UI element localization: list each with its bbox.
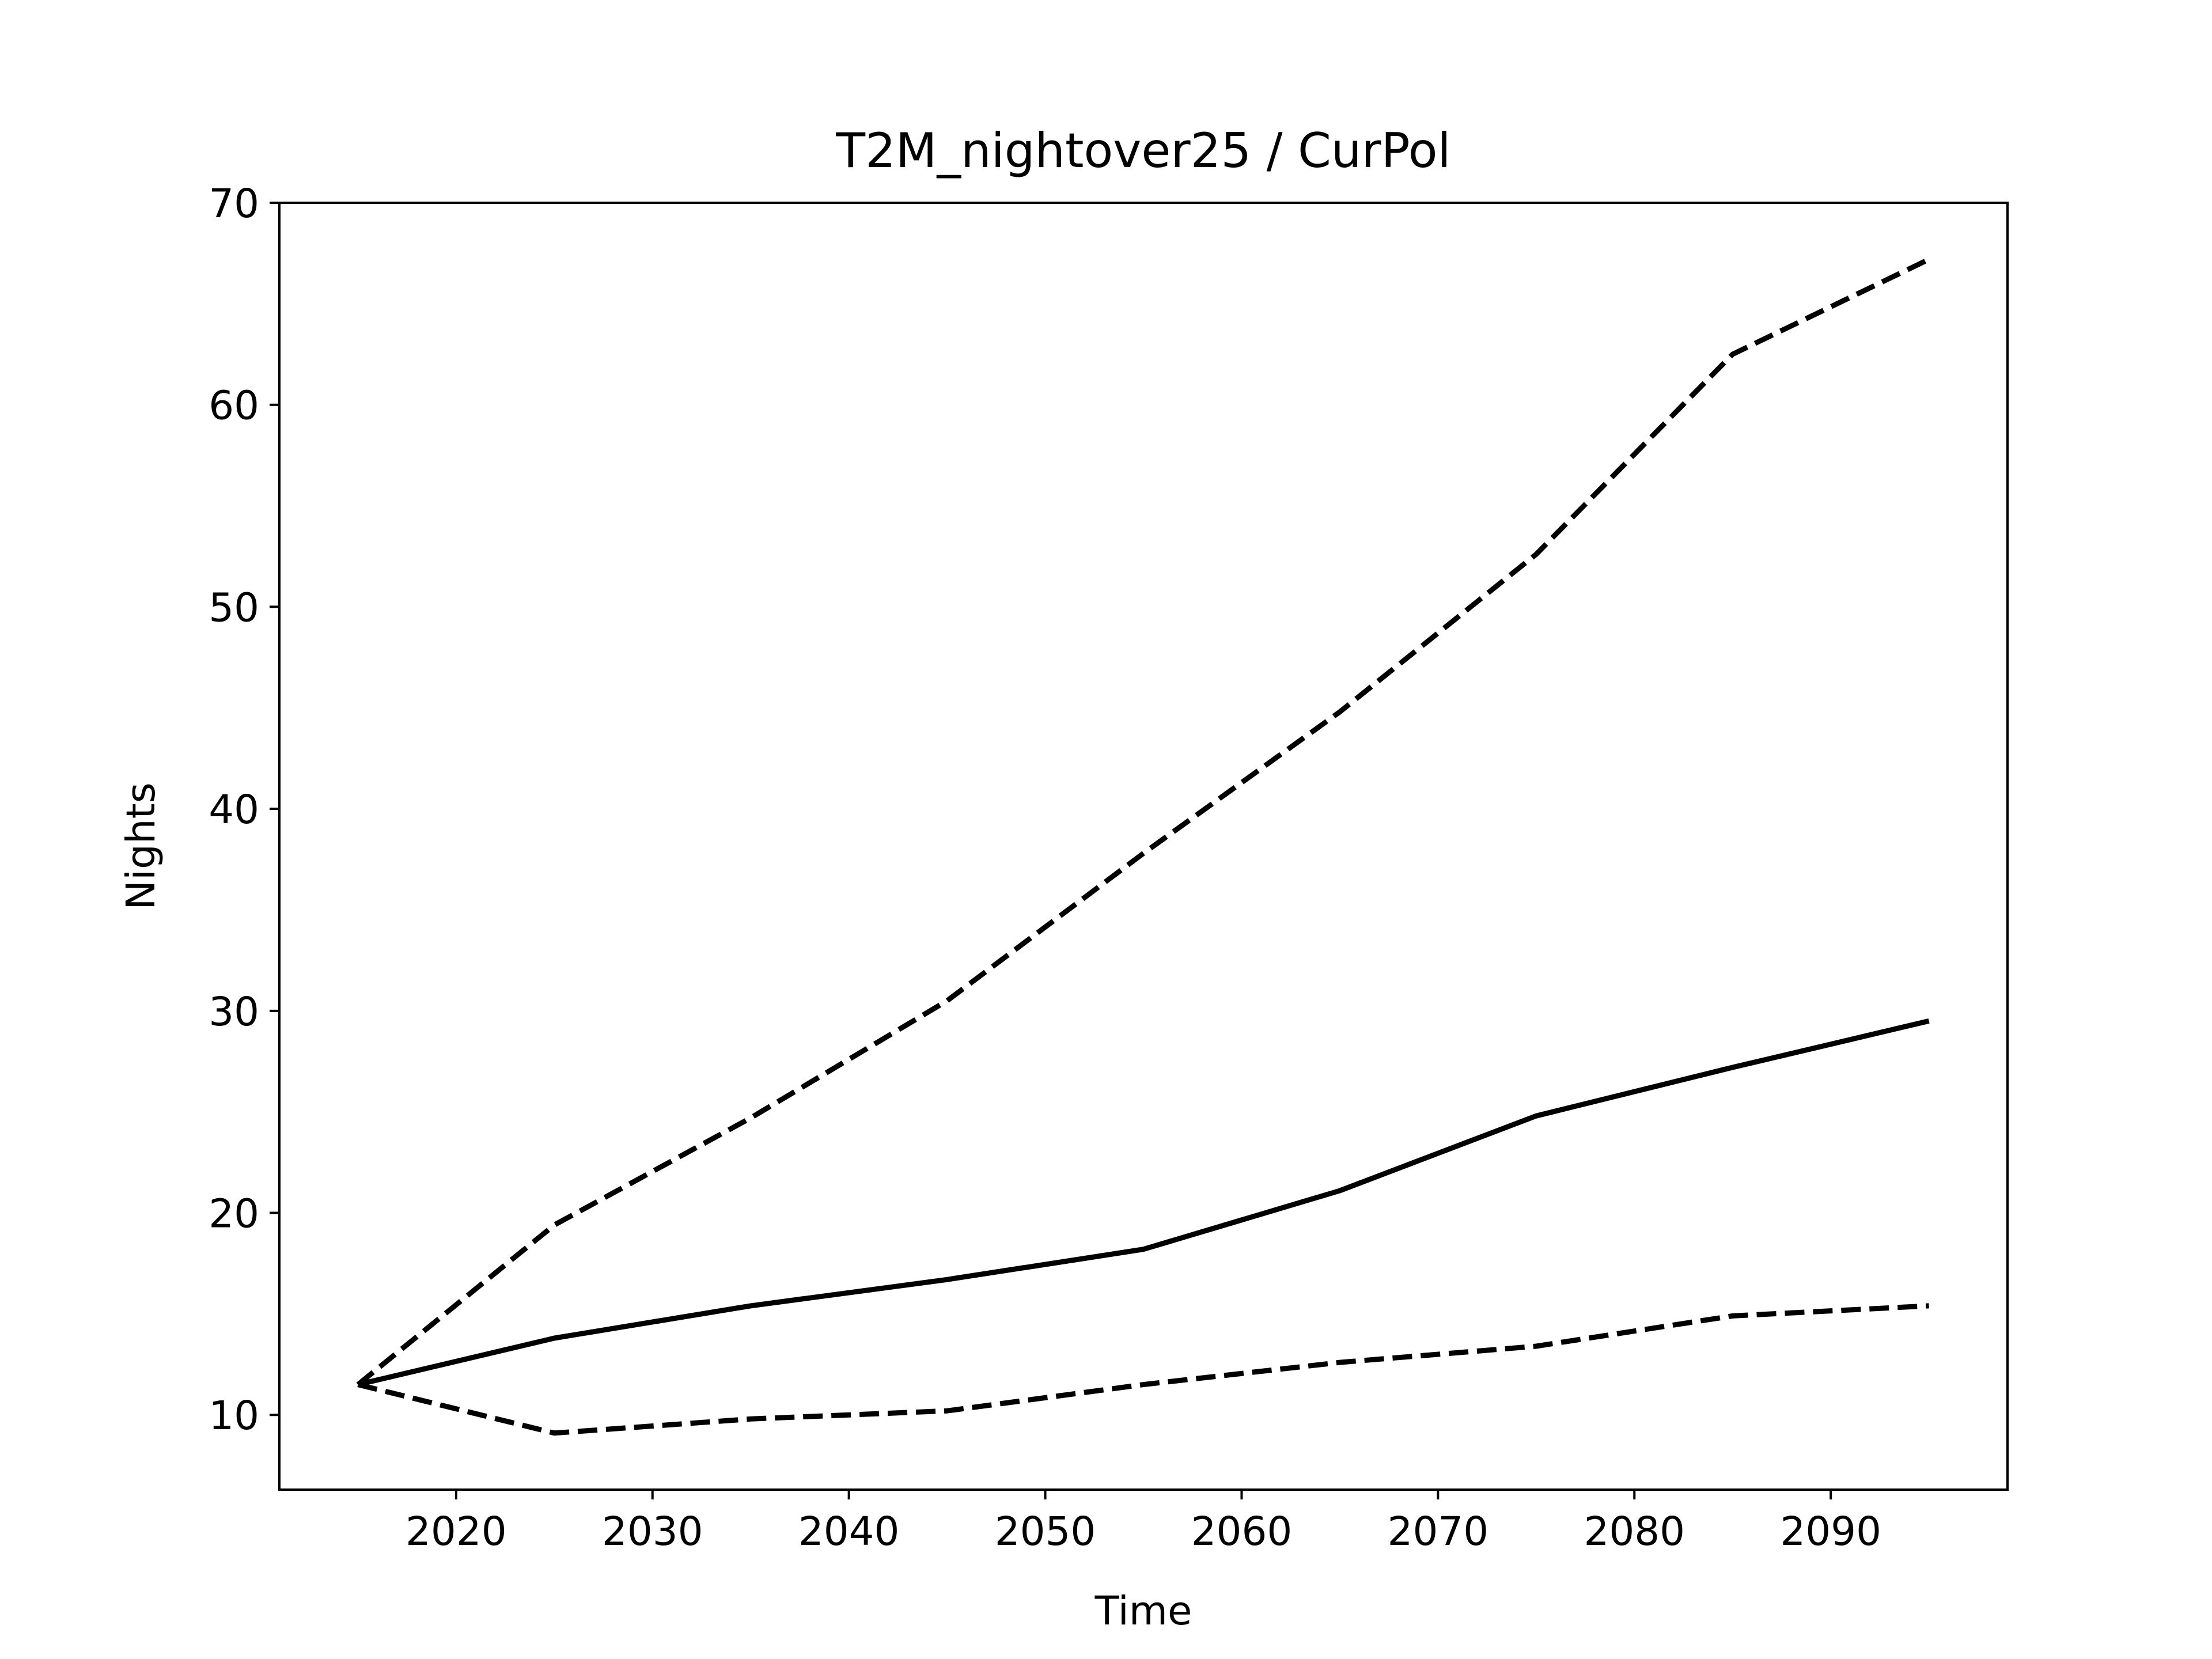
x-tick-label: 2070 — [1388, 1509, 1489, 1555]
x-axis: 2020 2030 2040 2050 2060 2070 2080 2090 — [406, 1490, 1881, 1555]
x-tick-label: 2040 — [798, 1509, 900, 1555]
series-line-1-solid — [357, 1018, 1930, 1387]
y-axis: 10 20 30 40 50 60 70 — [209, 181, 279, 1439]
x-tick-label: 2030 — [602, 1509, 703, 1555]
y-tick-label: 20 — [209, 1191, 259, 1237]
y-tick-label: 60 — [209, 383, 259, 429]
series-line-2-dashed — [356, 257, 1930, 1387]
x-axis-label: Time — [1094, 1588, 1192, 1634]
plot-frame — [278, 202, 2009, 1491]
x-tick-label: 2080 — [1584, 1509, 1685, 1555]
x-tick-label: 2050 — [995, 1509, 1096, 1555]
series-layer — [356, 257, 1930, 1436]
y-tick-label: 70 — [209, 181, 259, 227]
y-tick-label: 10 — [209, 1393, 259, 1439]
x-tick-label: 2060 — [1191, 1509, 1293, 1555]
y-tick-label: 50 — [209, 585, 259, 631]
y-tick-label: 40 — [209, 787, 259, 833]
x-tick-label: 2090 — [1780, 1509, 1881, 1555]
chart-title: T2M_nightover25 / CurPol — [835, 123, 1450, 179]
y-tick-label: 30 — [209, 989, 259, 1035]
y-axis-label: Nights — [118, 782, 164, 910]
series-line-3-dashed — [357, 1303, 1929, 1436]
x-tick-label: 2020 — [406, 1509, 507, 1555]
